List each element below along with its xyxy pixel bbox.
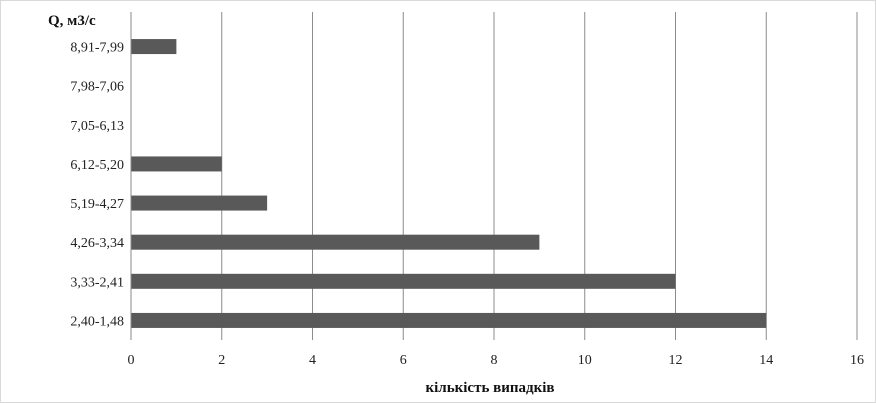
x-tick-label: 2	[218, 353, 225, 368]
y-tick-label: 6,12-5,20	[70, 158, 124, 173]
y-tick-labels: 2,40-1,48 3,33-2,41 4,26-3,34 5,19-4,27 6,12…	[70, 41, 124, 330]
x-tick-label: 14	[759, 353, 773, 368]
x-tick-labels: 0 2 4 6 8 10 12 14 16	[128, 353, 865, 368]
x-tick-label: 10	[578, 353, 592, 368]
x-axis-title: кількість випадків	[425, 380, 554, 396]
y-tick-label: 8,91-7,99	[70, 41, 124, 56]
y-tick-label: 7,98-7,06	[70, 80, 124, 95]
y-tick-label: 5,19-4,27	[70, 197, 124, 212]
bar	[131, 312, 767, 328]
y-axis-title: Q, м3/с	[48, 13, 96, 29]
y-tick-label: 2,40-1,48	[70, 314, 124, 329]
x-tick-label: 4	[309, 353, 316, 368]
bar	[131, 39, 177, 55]
bars	[131, 39, 767, 328]
bar	[131, 273, 676, 289]
x-tick-label: 6	[400, 353, 407, 368]
bar	[131, 234, 540, 250]
y-tick-label: 4,26-3,34	[70, 236, 124, 251]
bar	[131, 195, 268, 211]
y-tick-label: 7,05-6,13	[70, 119, 124, 134]
grid-lines	[221, 12, 858, 340]
y-tick-label: 3,33-2,41	[70, 275, 124, 290]
bar	[131, 156, 222, 172]
x-tick-label: 0	[128, 353, 135, 368]
x-tick-label: 8	[491, 353, 498, 368]
x-tick-label: 12	[669, 353, 683, 368]
x-tick-label: 16	[850, 353, 864, 368]
